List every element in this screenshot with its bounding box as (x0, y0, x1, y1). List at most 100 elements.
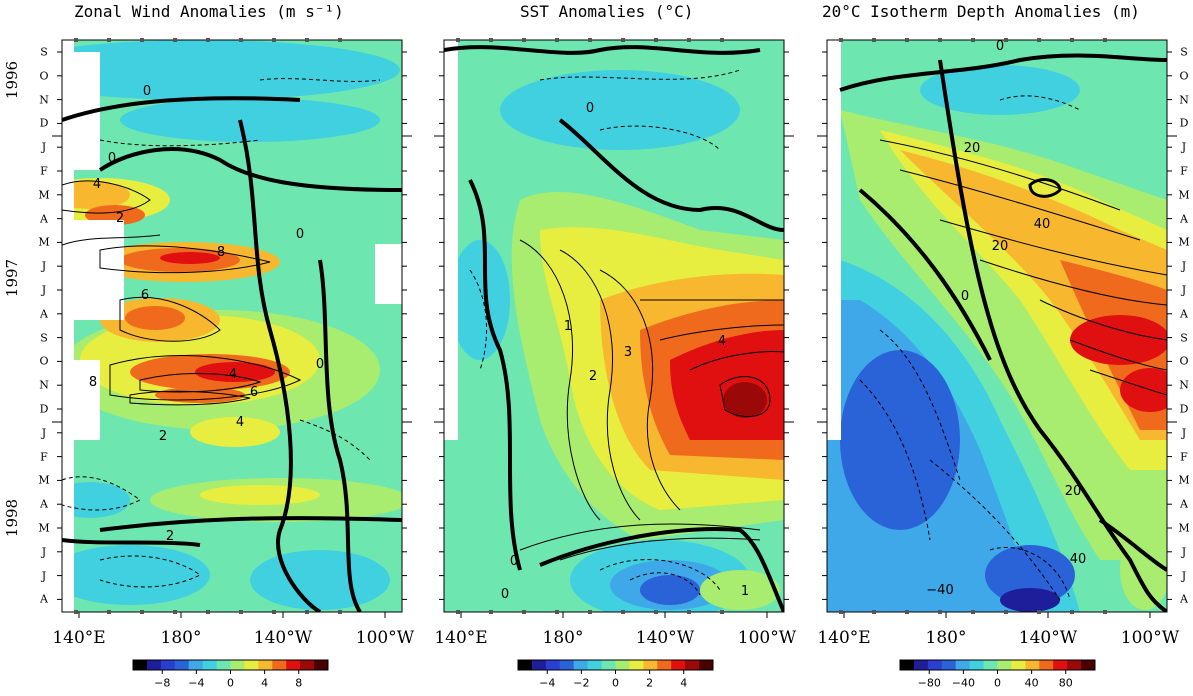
colorbar-swatch (230, 660, 245, 670)
contour-label: 40 (1070, 552, 1087, 567)
month-label-left: J (41, 259, 47, 273)
month-label-right: M (1178, 235, 1190, 249)
colorbar-tick-label: −4 (188, 676, 205, 690)
bottom-marker (687, 610, 691, 614)
month-label-right: S (1180, 45, 1188, 59)
top-marker (555, 38, 559, 42)
bottom-marker (74, 610, 78, 614)
colorbar-swatch (1067, 660, 1082, 670)
panel-title-wind: Zonal Wind Anomalies (m s⁻¹) (74, 2, 344, 21)
top-marker (140, 38, 144, 42)
x-tick-label: 180° (542, 628, 584, 648)
contour-label: 20 (964, 141, 981, 156)
bottom-marker (1070, 610, 1074, 614)
contour-label: 0 (296, 227, 304, 242)
month-label-right: M (1178, 188, 1190, 202)
month-label-left: M (38, 188, 50, 202)
colorbar-swatch (1039, 660, 1054, 670)
bottom-marker (872, 610, 876, 614)
month-label-right: S (1180, 331, 1188, 345)
colorbar-swatch (314, 660, 329, 670)
bottom-marker (839, 610, 843, 614)
bottom-marker (555, 610, 559, 614)
contour-label: 4 (236, 415, 244, 430)
colorbar-tick-label: −80 (917, 676, 941, 690)
bottom-marker (1004, 610, 1008, 614)
month-label-left: M (38, 521, 50, 535)
month-label-right: N (1179, 378, 1189, 392)
month-label-right: A (1180, 592, 1188, 606)
bottom-marker (588, 610, 592, 614)
contour-label: 8 (89, 375, 97, 390)
contour-label: 40 (1034, 217, 1051, 232)
month-label-right: F (1180, 164, 1188, 178)
bottom-marker (305, 610, 309, 614)
colorbar-tick-label: 2 (646, 676, 654, 690)
month-label-right: A (1180, 497, 1188, 511)
top-marker (206, 38, 210, 42)
colorbar-swatch (955, 660, 971, 670)
year-label-1998: 1998 (3, 498, 21, 538)
month-label-right: D (1179, 116, 1189, 130)
contour-label: 2 (116, 211, 124, 226)
month-label-left: N (39, 378, 49, 392)
bottom-marker (654, 610, 658, 614)
colorbar-swatch (202, 660, 218, 670)
bottom-marker (338, 610, 342, 614)
top-marker (74, 38, 78, 42)
bottom-marker (621, 610, 625, 614)
colorbar-swatch (174, 660, 190, 670)
colorbar-tick-label: 4 (680, 676, 688, 690)
contour-label: 0 (996, 39, 1004, 54)
colorbar-swatch (941, 660, 957, 670)
month-label-left: A (40, 592, 48, 606)
contour-label: −40 (926, 583, 953, 598)
top-marker (1004, 38, 1008, 42)
bottom-marker (239, 610, 243, 614)
month-label-right: A (1180, 307, 1188, 321)
colorbar-swatch (531, 660, 547, 670)
colorbar-tick-label: 40 (1024, 676, 1039, 690)
panel-frame (61, 39, 403, 613)
panel-frame (443, 39, 785, 613)
top-marker (305, 38, 309, 42)
contour-label: 1 (741, 584, 749, 599)
top-marker (107, 38, 111, 42)
colorbar-swatch (685, 660, 700, 670)
bottom-marker (971, 610, 975, 614)
top-marker (522, 38, 526, 42)
colorbar-tick-label: 0 (227, 676, 234, 690)
colorbar-swatch (244, 660, 259, 670)
top-marker (338, 38, 342, 42)
colorbar-swatch (559, 660, 575, 670)
colorbar-swatch (587, 660, 603, 670)
contour-label: 2 (589, 369, 597, 384)
colorbar-swatch (160, 660, 176, 670)
colorbar-swatch (1081, 660, 1096, 670)
colorbar-swatch (601, 660, 616, 670)
axes (52, 38, 1177, 618)
colorbar-swatch (997, 660, 1012, 670)
z20-field (827, 40, 1167, 612)
sst-field (444, 40, 784, 612)
top-marker (456, 38, 460, 42)
top-marker (621, 38, 625, 42)
colorbar-tick-label: −2 (573, 676, 590, 690)
top-marker (654, 38, 658, 42)
colorbar-swatch (518, 660, 533, 670)
colorbar-swatch (983, 660, 998, 670)
colorbar-swatch (272, 660, 287, 670)
contour-label: 0 (143, 84, 151, 99)
month-label-right: D (1179, 402, 1189, 416)
top-marker (1103, 38, 1107, 42)
x-tick-label: 140°W (635, 628, 695, 648)
contour-label: 20 (992, 239, 1009, 254)
month-label-right: M (1178, 521, 1190, 535)
month-label-left: J (41, 545, 47, 559)
contour-label: 0 (961, 289, 969, 304)
month-label-right: M (1178, 473, 1190, 487)
colorbar-swatch (146, 660, 162, 670)
bottom-marker (456, 610, 460, 614)
panel-title-z20: 20°C Isotherm Depth Anomalies (m) (822, 2, 1140, 21)
